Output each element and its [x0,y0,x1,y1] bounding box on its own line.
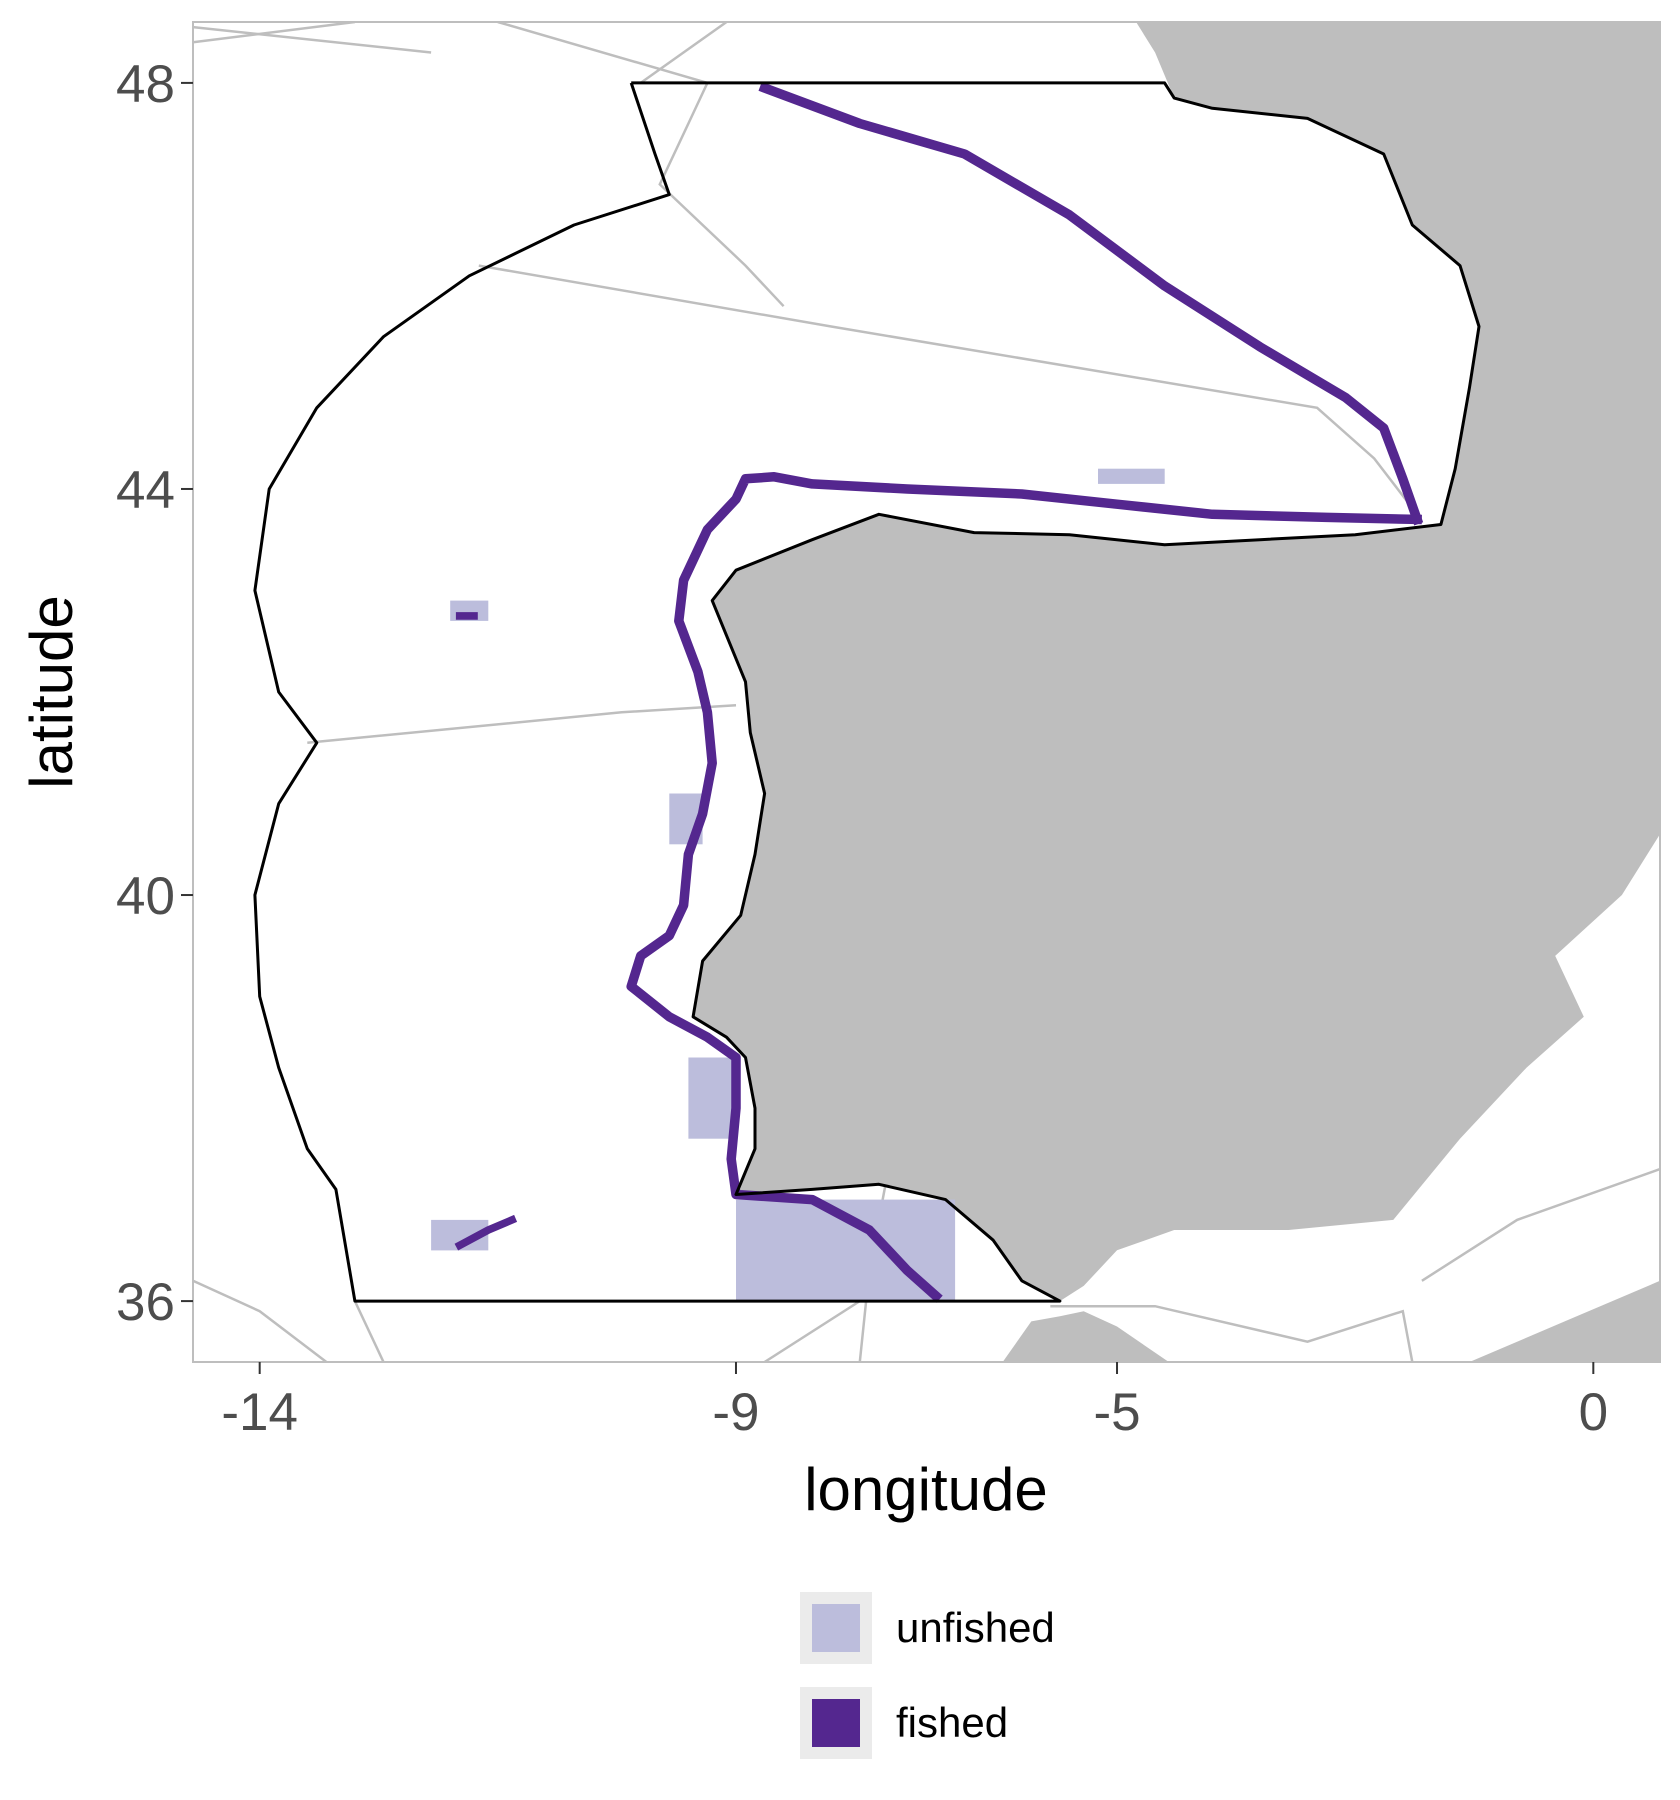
ices-line [639,22,728,84]
land-layer [693,22,1660,1362]
unfished-area-algarve-west [688,1057,736,1139]
ices-line [193,25,432,54]
unfished-area-cantabrian-east [1098,468,1165,484]
ices-line [193,22,356,44]
y-tick-label: 48 [116,55,175,114]
x-tick-label: -14 [221,1383,298,1442]
study-area-layer [253,81,1481,1303]
fished-track-cantabrian-slope [626,472,1422,1303]
x-tick-label: 0 [1579,1383,1608,1442]
y-tick-label: 36 [116,1273,175,1332]
land-africa [1002,1311,1169,1362]
ices-line [497,22,785,308]
x-tick-label: -9 [712,1383,759,1442]
y-tick-label: 44 [116,461,175,520]
ices-line [1050,1304,1414,1362]
x-axis-title: longitude [804,1456,1048,1523]
x-tick-label: -5 [1093,1383,1140,1442]
ices-line [307,703,737,745]
legend-label-unfished: unfished [896,1604,1055,1651]
ices-line [478,264,1419,516]
ices-line [353,1300,385,1362]
y-tick-label: 40 [116,867,175,926]
ices-line [1421,1167,1660,1282]
ices-line [193,1279,328,1362]
legend-key-unfished [812,1604,860,1652]
land-africa-east [1469,1280,1660,1362]
y-axis-title: latitude [18,595,85,788]
fished-track-gorringe-fished [454,1214,518,1251]
land-iberia [693,22,1660,1302]
study-area-boundary [253,81,1481,1303]
fished-layer [454,81,1424,1303]
x-axis: -14 -9 -5 0 [221,1362,1608,1442]
map-panel [192,21,1661,1363]
legend-key-fished [812,1699,860,1747]
panel-border [192,21,1661,1363]
y-axis: 48 44 40 36 [116,55,193,1332]
legend: unfished fished [800,1592,1055,1759]
fished-track-bay-of-biscay-slope [758,81,1424,526]
legend-label-fished: fished [896,1699,1008,1746]
